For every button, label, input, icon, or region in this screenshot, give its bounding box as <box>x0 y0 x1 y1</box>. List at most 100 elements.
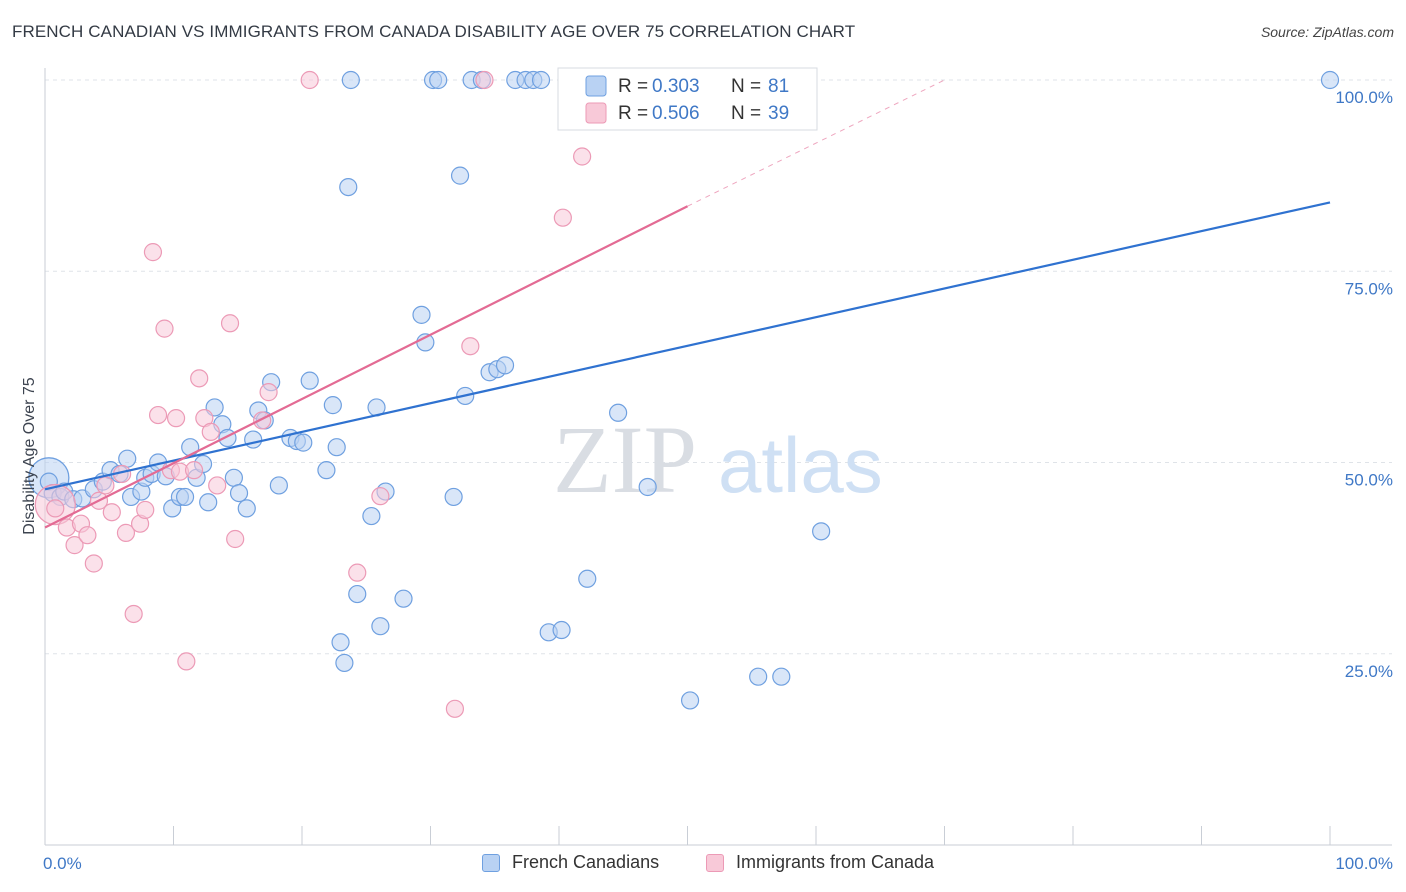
data-point-series-0 <box>300 371 319 390</box>
data-point-series-0 <box>394 589 413 608</box>
legend-swatch-0 <box>585 75 607 97</box>
data-point-series-1 <box>573 147 592 166</box>
legend: R = 0.303 N = 81 R = 0.506 N = 39 <box>557 67 818 131</box>
watermark-atlas: atlas <box>718 421 883 509</box>
data-point-series-0 <box>578 569 597 588</box>
data-point-series-0 <box>749 667 768 686</box>
legend-swatch-blue <box>482 853 500 872</box>
trend-lines <box>44 79 1331 529</box>
data-point-series-0 <box>218 428 237 448</box>
data-point-series-1 <box>136 500 155 520</box>
data-point-series-0 <box>772 667 791 686</box>
legend-swatch-1 <box>585 102 607 124</box>
data-point-series-1 <box>190 369 209 388</box>
legend-n-value: 81 <box>768 76 789 97</box>
data-point-series-0 <box>609 403 628 422</box>
tick-labels: 25.0% 50.0% 75.0% 100.0% 0.0% 100.0% <box>43 88 1393 873</box>
data-point-series-1 <box>148 405 168 425</box>
source-label: Source: ZipAtlas.com <box>1260 24 1394 40</box>
legend-n-value: 39 <box>768 103 789 124</box>
data-point-series-1 <box>46 499 65 518</box>
data-point-series-0 <box>341 70 360 90</box>
legend-label-french-canadians: French Canadians <box>512 852 660 872</box>
data-point-series-0 <box>444 487 463 507</box>
legend-r-value: 0.303 <box>652 76 700 97</box>
data-point-series-0 <box>371 617 390 636</box>
data-point-series-1 <box>226 529 245 549</box>
data-point-series-1 <box>143 243 163 262</box>
data-point-series-0 <box>495 356 515 375</box>
data-point-series-0 <box>229 484 249 503</box>
legend-swatch-pink <box>706 853 724 872</box>
data-point-series-0 <box>237 499 256 518</box>
legend-n-label: N = <box>731 76 761 97</box>
data-point-series-0 <box>335 653 354 673</box>
data-point-series-1 <box>553 208 572 227</box>
data-point-series-0 <box>244 430 263 449</box>
data-point-series-1 <box>461 337 480 356</box>
data-point-series-1 <box>166 409 186 428</box>
data-point-series-0 <box>638 477 657 497</box>
axes <box>44 68 1392 846</box>
data-point-series-0 <box>412 305 431 324</box>
grid <box>45 79 1392 655</box>
legend-n-label: N = <box>731 103 761 124</box>
data-point-series-0 <box>552 620 571 640</box>
data-point-series-0 <box>1320 70 1340 90</box>
y-tick-label: 100.0% <box>1335 88 1393 107</box>
data-point-series-1 <box>208 476 227 495</box>
data-point-series-0 <box>118 449 137 468</box>
data-point-series-1 <box>445 699 465 718</box>
data-point-series-1 <box>184 461 204 480</box>
trend-line-extension-series-1 <box>687 79 945 207</box>
data-point-series-1 <box>124 604 143 624</box>
data-point-series-1 <box>220 314 240 333</box>
y-tick-label: 50.0% <box>1345 471 1393 490</box>
bottom-legend: French Canadians Immigrants from Canada <box>0 852 1406 878</box>
data-point-series-1 <box>116 523 136 542</box>
data-point-series-1 <box>371 487 390 506</box>
data-point-series-0 <box>294 433 313 452</box>
data-point-series-1 <box>475 70 494 90</box>
data-point-series-1 <box>102 503 121 522</box>
data-point-series-0 <box>429 70 448 90</box>
data-point-series-0 <box>327 438 346 457</box>
y-tick-label: 25.0% <box>1345 662 1393 681</box>
chart-title: FRENCH CANADIAN VS IMMIGRANTS FROM CANAD… <box>12 22 856 41</box>
data-point-series-0 <box>450 166 470 185</box>
legend-r-label: R = <box>618 103 648 124</box>
data-point-series-1 <box>201 422 220 441</box>
data-point-series-1 <box>78 526 97 545</box>
data-point-series-0 <box>317 461 336 480</box>
trend-line-series-1 <box>44 205 688 529</box>
data-point-series-1 <box>155 319 174 338</box>
trend-line-series-0 <box>44 201 1331 491</box>
legend-r-value: 0.506 <box>652 103 700 124</box>
x-tick-label-max: 100.0% <box>1335 854 1393 873</box>
data-point-series-0 <box>339 178 358 197</box>
data-point-series-0 <box>269 476 288 495</box>
data-point-series-0 <box>224 468 243 487</box>
data-point-series-1 <box>65 536 84 555</box>
data-point-series-0 <box>348 584 367 604</box>
data-point-series-0 <box>680 691 700 710</box>
data-point-series-0 <box>531 70 551 90</box>
data-point-series-0 <box>175 487 195 507</box>
legend-item-french-canadians[interactable]: French Canadians <box>482 852 659 873</box>
data-point-series-0 <box>331 633 350 652</box>
legend-item-immigrants-from-canada[interactable]: Immigrants from Canada <box>706 852 934 873</box>
data-point-series-1 <box>177 652 196 671</box>
y-tick-label: 75.0% <box>1345 279 1393 298</box>
legend-r-label: R = <box>618 76 648 97</box>
watermark-zip: ZIP <box>553 406 697 513</box>
data-point-series-1 <box>348 563 367 582</box>
data-point-series-0 <box>812 522 831 541</box>
data-points <box>28 70 1340 718</box>
data-point-series-1 <box>253 411 272 430</box>
data-point-series-0 <box>362 506 381 526</box>
x-tick-label-min: 0.0% <box>43 854 82 873</box>
data-point-series-1 <box>96 476 115 495</box>
data-point-series-1 <box>259 383 278 402</box>
data-point-series-0 <box>199 493 218 512</box>
